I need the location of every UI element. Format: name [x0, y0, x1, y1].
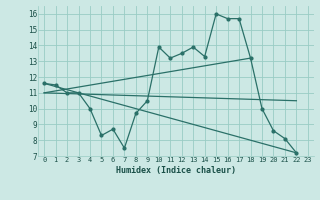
- X-axis label: Humidex (Indice chaleur): Humidex (Indice chaleur): [116, 166, 236, 175]
